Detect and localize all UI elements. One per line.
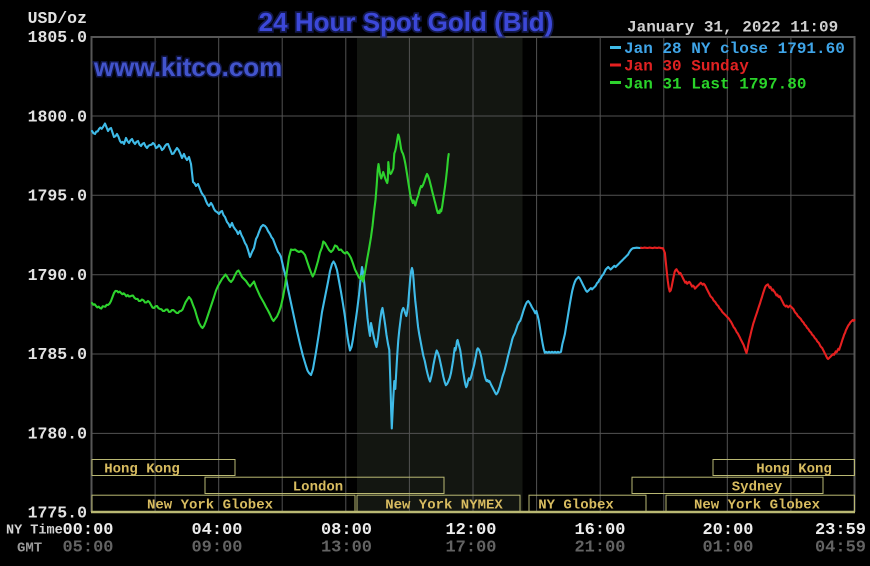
svg-text:05:00: 05:00 <box>62 539 113 558</box>
svg-text:1790.0: 1790.0 <box>28 266 87 285</box>
svg-text:24 Hour Spot Gold (Bid): 24 Hour Spot Gold (Bid) <box>259 7 554 37</box>
svg-text:London: London <box>293 479 343 495</box>
svg-text:New York Globex: New York Globex <box>694 497 821 513</box>
svg-text:1775.0: 1775.0 <box>28 504 87 523</box>
svg-text:09:00: 09:00 <box>191 539 242 558</box>
svg-text:January 31, 2022 11:09: January 31, 2022 11:09 <box>627 19 838 37</box>
svg-text:NY Globex: NY Globex <box>538 497 614 513</box>
svg-text:1805.0: 1805.0 <box>28 28 87 47</box>
svg-text:12:00: 12:00 <box>445 521 496 540</box>
svg-text:GMT: GMT <box>17 541 42 557</box>
svg-text:1795.0: 1795.0 <box>28 187 87 206</box>
svg-text:USD/oz: USD/oz <box>28 9 87 28</box>
svg-text:New York NYMEX: New York NYMEX <box>385 497 503 513</box>
svg-text:20:00: 20:00 <box>702 521 753 540</box>
svg-text:1780.0: 1780.0 <box>28 425 87 444</box>
svg-text:24 Hour Spot Gold (Bid): 24 Hour Spot Gold (Bid) <box>259 7 554 37</box>
svg-text:Hong Kong: Hong Kong <box>756 462 832 478</box>
svg-text:16:00: 16:00 <box>574 521 625 540</box>
svg-text:www.kitco.com: www.kitco.com <box>93 52 282 82</box>
svg-text:21:00: 21:00 <box>574 539 625 558</box>
svg-text:New York Globex: New York Globex <box>147 497 274 513</box>
svg-text:17:00: 17:00 <box>445 539 496 558</box>
svg-text:04:59: 04:59 <box>815 539 866 558</box>
svg-text:NY Time: NY Time <box>6 524 63 539</box>
svg-text:Jan 28 NY close 1791.60: Jan 28 NY close 1791.60 <box>624 40 845 58</box>
svg-text:13:00: 13:00 <box>321 539 372 558</box>
svg-text:www.kitco.com: www.kitco.com <box>93 52 282 82</box>
svg-text:23:59: 23:59 <box>815 521 866 540</box>
svg-text:Hong Kong: Hong Kong <box>104 462 180 478</box>
svg-text:00:00: 00:00 <box>62 521 113 540</box>
svg-text:1785.0: 1785.0 <box>28 345 87 364</box>
svg-text:04:00: 04:00 <box>191 521 242 540</box>
svg-text:1800.0: 1800.0 <box>28 107 87 126</box>
svg-text:08:00: 08:00 <box>321 521 372 540</box>
svg-text:Jan 30 Sunday: Jan 30 Sunday <box>624 58 749 76</box>
svg-text:Sydney: Sydney <box>732 479 783 495</box>
svg-text:Jan 31 Last 1797.80: Jan 31 Last 1797.80 <box>624 76 806 94</box>
svg-text:01:00: 01:00 <box>702 539 753 558</box>
